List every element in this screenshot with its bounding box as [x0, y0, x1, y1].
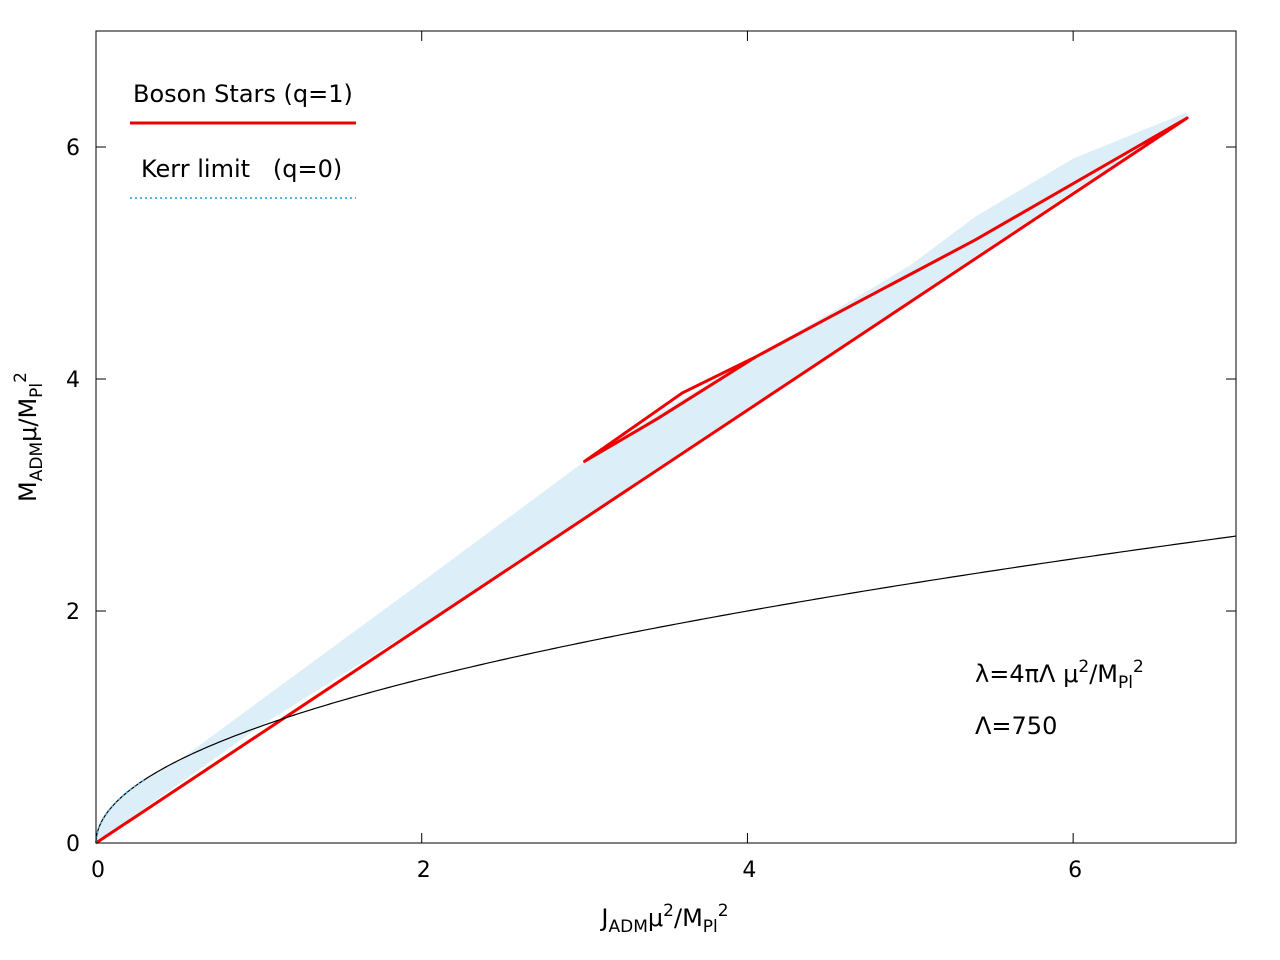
annotation-lambda-definition: λ=4πΛ μ2/MPl2	[975, 657, 1144, 693]
annotation-lambda-value: Λ=750	[975, 712, 1057, 740]
shaded-region-layer	[96, 112, 1188, 843]
allowed-region-shade	[96, 112, 1188, 843]
legend-label-kerr-limit: Kerr limit (q=0)	[141, 155, 342, 183]
plot-frame	[95, 30, 1237, 844]
ticks-layer: 0 2 4 6 0 2 4 6	[66, 31, 1236, 883]
x-tick-label: 0	[91, 858, 105, 883]
legend: Boson Stars (q=1) Kerr limit (q=0)	[130, 80, 356, 199]
series-layer	[95, 116, 1237, 845]
series-line-kerr-sqrt	[95, 535, 1237, 844]
x-axis-title: JADMμ2/MPl2	[599, 901, 728, 937]
y-tick-label: 4	[66, 368, 80, 393]
legend-label-boson-stars: Boson Stars (q=1)	[133, 80, 353, 108]
x-tick-label: 2	[417, 858, 431, 883]
y-tick-label: 6	[66, 136, 80, 161]
series-line-kerr-limit	[95, 778, 146, 844]
y-tick-label: 0	[66, 832, 80, 857]
series-line-boson-stars	[95, 116, 1189, 845]
x-tick-label: 4	[742, 858, 756, 883]
y-axis-title: MADMμ/MPl2	[11, 372, 47, 502]
x-tick-label: 6	[1068, 858, 1082, 883]
y-tick-label: 2	[66, 600, 80, 625]
